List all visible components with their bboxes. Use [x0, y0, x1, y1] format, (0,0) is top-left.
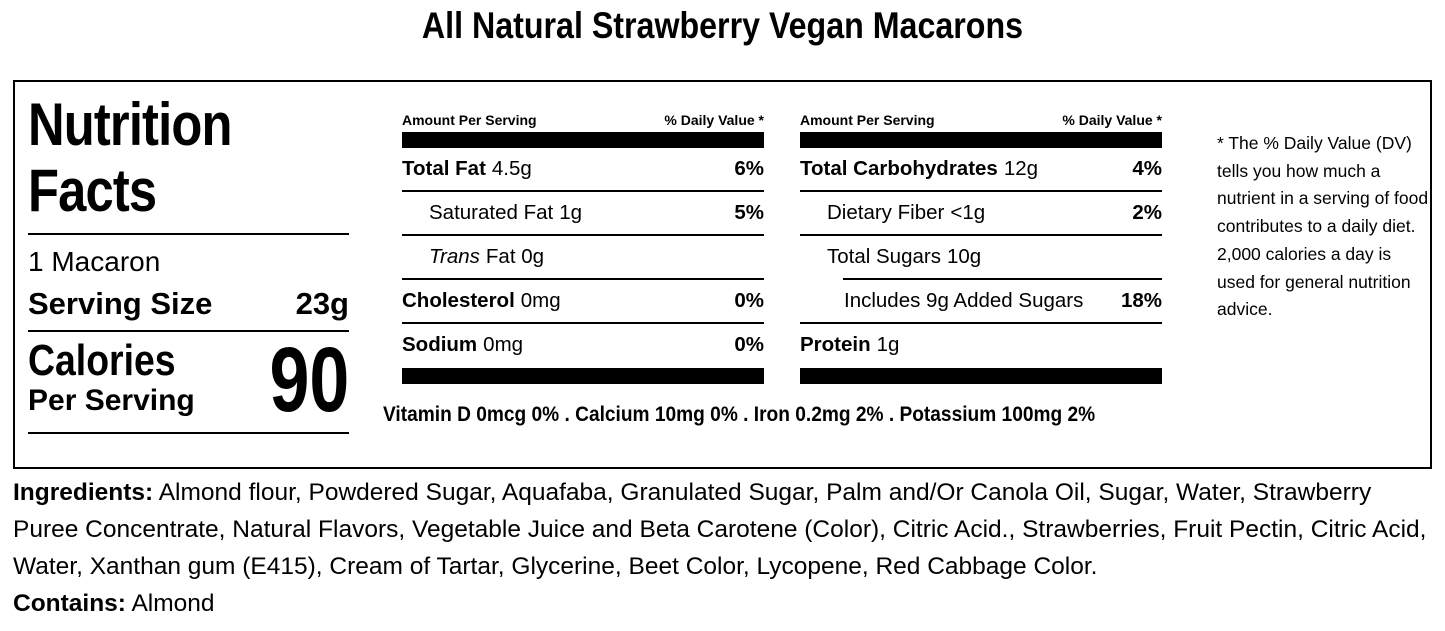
nutrient-label: Total Fat	[402, 157, 486, 180]
nutrient-dv: 18%	[1120, 289, 1162, 312]
fat-column: Amount Per Serving % Daily Value * Total…	[402, 82, 764, 384]
nutrient-dv: 4%	[1132, 157, 1162, 180]
fat-column-header: Amount Per Serving % Daily Value *	[402, 112, 764, 128]
thick-divider-bar	[402, 368, 764, 384]
ingredients-section: Ingredients: Almond flour, Powdered Suga…	[13, 474, 1434, 622]
divider	[402, 322, 764, 324]
nutrient-label: Protein	[800, 333, 871, 356]
divider	[843, 278, 1162, 280]
calories-label-stack: Calories Per Serving	[28, 338, 202, 418]
nutrient-label: Sodium	[402, 333, 478, 356]
row-sodium: Sodium 0mg 0%	[402, 324, 764, 366]
ingredients-text: Almond flour, Powdered Sugar, Aquafaba, …	[13, 479, 1427, 580]
nutrient-name: Includes 9g Added Sugars	[844, 289, 1083, 313]
amount-per-serving-header: Amount Per Serving	[402, 112, 537, 128]
nutrient-label: Total Sugars	[827, 245, 941, 268]
divider	[800, 190, 1162, 192]
calories-value: 90	[269, 329, 349, 431]
contains-paragraph: Contains: Almond	[13, 585, 1434, 622]
nutrient-label: Saturated Fat	[429, 201, 554, 224]
serving-size-value: 23g	[295, 286, 349, 321]
divider	[800, 234, 1162, 236]
nutrient-name: Protein 1g	[800, 333, 899, 357]
row-total-fat: Total Fat 4.5g 6%	[402, 148, 764, 190]
nutrient-name: Trans Fat 0g	[429, 245, 544, 269]
divider	[402, 190, 764, 192]
page-title: All Natural Strawberry Vegan Macarons	[0, 4, 1445, 48]
nutrient-dv: 0%	[734, 289, 764, 312]
nutrition-facts-heading-wrap: Nutrition Facts	[28, 92, 349, 224]
row-total-sugars: Total Sugars 10g	[800, 236, 1162, 278]
row-total-carbohydrates: Total Carbohydrates 12g 4%	[800, 148, 1162, 190]
page-title-text: All Natural Strawberry Vegan Macarons	[421, 5, 1024, 46]
nutrient-amount: Fat 0g	[485, 245, 545, 268]
micronutrients-line: Vitamin D 0mcg 0% . Calcium 10mg 0% . Ir…	[383, 402, 1096, 426]
divider	[402, 278, 764, 280]
nutrition-facts-heading: Nutrition Facts	[28, 91, 232, 224]
thick-divider-bar	[800, 368, 1162, 384]
serving-size-row: Serving Size 23g	[28, 286, 349, 322]
row-dietary-fiber: Dietary Fiber <1g 2%	[800, 192, 1162, 234]
nutrient-name: Sodium 0mg	[402, 333, 523, 357]
nutrition-facts-panel: Nutrition Facts 1 Macaron Serving Size 2…	[13, 80, 1432, 469]
nutrient-amount: 10g	[946, 245, 982, 268]
divider	[800, 322, 1162, 324]
nutrient-amount: <1g	[950, 201, 986, 224]
divider	[28, 330, 349, 332]
nutrient-name: Total Fat 4.5g	[402, 157, 532, 181]
daily-value-header: % Daily Value *	[1062, 112, 1162, 128]
nutrient-label: Includes 9g Added Sugars	[844, 289, 1084, 312]
nutrient-label: Total Carbohydrates	[800, 157, 998, 180]
nutrient-dv: 6%	[734, 157, 764, 180]
ingredients-label: Ingredients:	[13, 479, 154, 506]
divider	[402, 234, 764, 236]
nutrient-name: Dietary Fiber <1g	[827, 201, 985, 225]
nutrient-label: Trans	[429, 245, 480, 268]
nutrient-name: Cholesterol 0mg	[402, 289, 561, 313]
nutrient-label: Dietary Fiber	[827, 201, 945, 224]
row-protein: Protein 1g	[800, 324, 1162, 366]
nutrient-amount: 4.5g	[491, 157, 532, 180]
nutrient-dv: 2%	[1132, 201, 1162, 224]
nutrient-amount: 0mg	[483, 333, 524, 356]
carb-column: Amount Per Serving % Daily Value * Total…	[800, 82, 1162, 384]
daily-value-header: % Daily Value *	[664, 112, 764, 128]
amount-per-serving-header: Amount Per Serving	[800, 112, 935, 128]
carb-column-header: Amount Per Serving % Daily Value *	[800, 112, 1162, 128]
contains-label: Contains:	[13, 590, 126, 617]
calories-label-wrap: Calories	[28, 338, 202, 384]
nutrient-label: Cholesterol	[402, 289, 515, 312]
contains-text: Almond	[131, 590, 215, 617]
thick-divider-bar	[402, 132, 764, 148]
nutrient-amount: 1g	[876, 333, 900, 356]
row-trans-fat: Trans Fat 0g	[402, 236, 764, 278]
serving-size-label: Serving Size	[28, 286, 213, 321]
nutrient-amount: 1g	[559, 201, 583, 224]
calories-row: Calories Per Serving 90	[28, 329, 349, 431]
nutrient-name: Total Sugars 10g	[827, 245, 981, 269]
row-added-sugars: Includes 9g Added Sugars 18%	[800, 280, 1162, 322]
nutrient-dv: 0%	[734, 333, 764, 356]
daily-value-footnote: * The % Daily Value (DV) tells you how m…	[1217, 133, 1429, 320]
serving-summary-column: Nutrition Facts 1 Macaron Serving Size 2…	[28, 92, 349, 434]
row-cholesterol: Cholesterol 0mg 0%	[402, 280, 764, 322]
nutrient-dv: 5%	[734, 201, 764, 224]
nutrient-amount: 12g	[1003, 157, 1039, 180]
nutrient-name: Saturated Fat 1g	[429, 201, 582, 225]
nutrient-name: Total Carbohydrates 12g	[800, 157, 1038, 181]
calories-label: Calories	[28, 336, 176, 385]
row-saturated-fat: Saturated Fat 1g 5%	[402, 192, 764, 234]
serving-descriptor: 1 Macaron	[28, 246, 161, 277]
divider	[28, 432, 349, 434]
calories-sublabel: Per Serving	[28, 384, 195, 417]
divider	[28, 233, 349, 235]
thick-divider-bar	[800, 132, 1162, 148]
nutrient-amount: 0mg	[520, 289, 561, 312]
ingredients-paragraph: Ingredients: Almond flour, Powdered Suga…	[13, 474, 1434, 585]
